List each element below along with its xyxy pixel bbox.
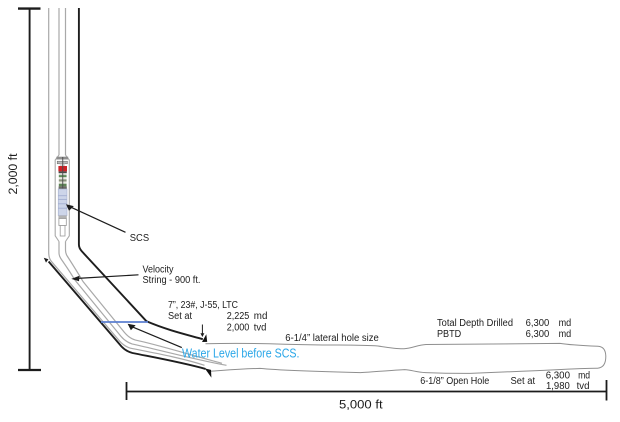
svg-text:2,000: 2,000 [227,322,250,333]
svg-text:6-1/8” Open Hole: 6-1/8” Open Hole [420,376,489,387]
svg-text:tvd: tvd [254,322,267,333]
svg-text:md: md [559,318,572,329]
svg-text:tvd: tvd [577,381,590,392]
svg-text:Water Level before SCS.: Water Level before SCS. [182,347,300,361]
svg-text:6,300: 6,300 [546,370,571,381]
svg-text:Set at: Set at [168,311,192,322]
svg-text:Velocity: Velocity [143,265,174,276]
svg-text:Total Depth Drilled: Total Depth Drilled [437,318,513,329]
svg-text:6,300: 6,300 [526,318,550,329]
svg-text:6,300: 6,300 [526,329,550,340]
svg-text:PBTD: PBTD [437,329,461,340]
svg-text:SCS: SCS [130,233,150,244]
svg-text:5,000 ft: 5,000 ft [339,399,384,411]
svg-text:Set at: Set at [511,376,536,387]
svg-text:2,000 ft: 2,000 ft [8,153,20,195]
svg-text:md: md [254,311,268,322]
svg-text:2,225: 2,225 [227,311,250,322]
svg-text:6-1/4” lateral hole size: 6-1/4” lateral hole size [285,333,379,344]
svg-text:md: md [578,370,590,381]
svg-text:md: md [559,329,572,340]
svg-text:String - 900 ft.: String - 900 ft. [143,275,201,286]
svg-text:1,980: 1,980 [546,381,570,392]
svg-text:7”, 23#, J-55, LTC: 7”, 23#, J-55, LTC [168,300,238,311]
